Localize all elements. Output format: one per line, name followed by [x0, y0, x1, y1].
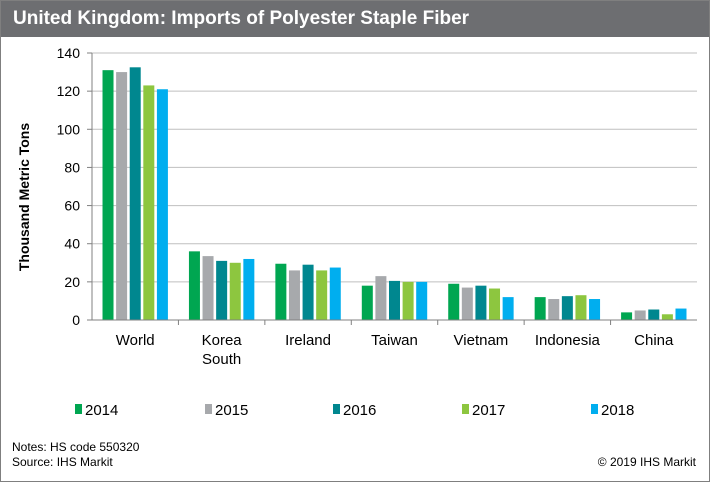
legend: 2014 2015 2016 2017 2018	[75, 402, 634, 419]
bar	[621, 312, 633, 320]
legend-label: 2016	[343, 402, 376, 419]
gridlines	[92, 52, 697, 283]
bar	[229, 262, 241, 320]
bar	[634, 310, 646, 320]
notes-text: Notes: HS code 550320	[12, 440, 140, 454]
bar	[675, 308, 687, 320]
bar	[302, 264, 314, 320]
bar	[461, 287, 473, 320]
bar	[116, 72, 128, 320]
bar	[548, 299, 560, 320]
bar	[534, 297, 546, 320]
legend-swatch	[75, 404, 82, 414]
bar	[102, 70, 114, 321]
bar	[389, 280, 400, 320]
bar	[661, 314, 673, 320]
x-tick-label: China	[634, 332, 674, 349]
notes-block: Notes: HS code 550320 Source: IHS Markit	[12, 440, 139, 470]
x-axis	[91, 53, 697, 321]
source-text: Source: IHS Markit	[12, 455, 113, 469]
y-tick-label: 120	[57, 83, 81, 99]
bar	[575, 295, 587, 320]
copyright-text: © 2019 IHS Markit	[597, 455, 696, 469]
bar	[202, 256, 214, 320]
legend-label: 2015	[215, 402, 248, 419]
bar	[561, 296, 573, 320]
bar	[216, 260, 228, 320]
bar	[475, 285, 487, 320]
bar	[502, 297, 514, 320]
y-tick-label: 0	[72, 312, 80, 328]
x-tick-label: Vietnam	[454, 332, 509, 349]
y-tick-label: 60	[64, 198, 80, 214]
y-tick-label: 80	[64, 159, 80, 175]
y-tick-label: 40	[64, 236, 80, 252]
x-tick-label: Ireland	[285, 332, 331, 349]
legend-swatch	[333, 404, 340, 414]
bar	[375, 276, 387, 320]
y-tick-label: 20	[64, 274, 80, 290]
bar	[275, 263, 287, 320]
y-tick-label: 100	[57, 121, 81, 137]
bar	[316, 270, 328, 320]
x-tick-label: Korea	[202, 332, 243, 349]
y-axis-ticks: 0 20 40 60 80 100 120 140	[57, 45, 92, 328]
x-axis-labels: World Korea South Ireland Taiwan Vietnam Indon…	[116, 320, 674, 368]
bar	[589, 299, 601, 320]
bar	[156, 89, 168, 320]
legend-label: 2014	[85, 402, 118, 419]
legend-label: 2018	[601, 402, 634, 419]
y-axis-label: Thousand Metric Tons	[16, 123, 32, 272]
legend-swatch	[591, 404, 598, 414]
x-tick-label: South	[202, 351, 241, 368]
bar	[288, 270, 300, 320]
bar	[129, 67, 141, 320]
x-tick-label: World	[116, 332, 155, 349]
legend-label: 2017	[472, 402, 505, 419]
chart-title: United Kingdom: Imports of Polyester Sta…	[13, 8, 470, 29]
bar	[648, 309, 660, 320]
bar	[448, 283, 460, 320]
bar	[329, 267, 341, 320]
x-tick-label: Taiwan	[371, 332, 418, 349]
legend-swatch	[205, 404, 212, 414]
bar	[243, 258, 255, 320]
bar	[361, 285, 373, 320]
y-tick-label: 140	[57, 45, 81, 61]
bar	[188, 251, 200, 320]
x-tick-label: Indonesia	[535, 332, 601, 349]
bar	[416, 281, 428, 320]
bars	[102, 67, 687, 321]
legend-swatch	[462, 404, 469, 414]
bar	[489, 288, 501, 320]
title-bar: United Kingdom: Imports of Polyester Sta…	[1, 1, 709, 37]
bar	[402, 281, 414, 320]
bar	[143, 85, 155, 321]
